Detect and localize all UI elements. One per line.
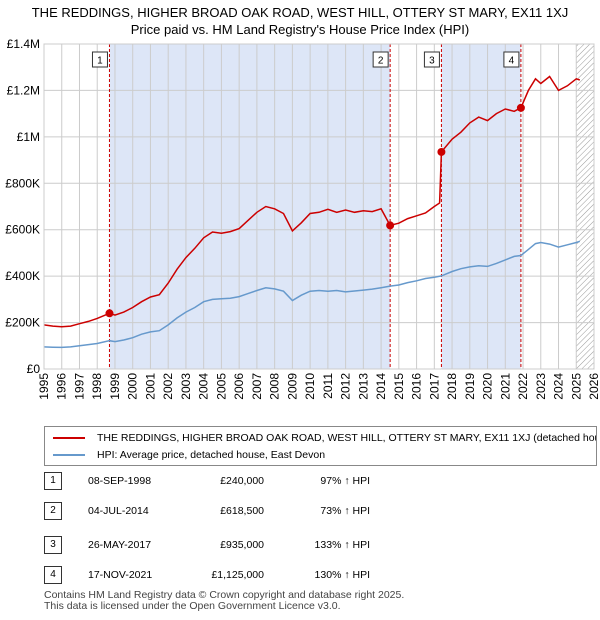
sale-point <box>516 103 525 112</box>
x-tick-label: 2023 <box>534 373 548 400</box>
table-row: 3 26-MAY-2017 £935,000 133% ↑ HPI <box>44 536 544 554</box>
x-tick-label: 2025 <box>569 373 583 400</box>
x-tick-label: 2003 <box>179 373 193 400</box>
forecast-hatch <box>576 44 594 369</box>
legend-hpi: HPI: Average price, detached house, East… <box>53 447 325 463</box>
x-tick-label: 2013 <box>356 373 370 400</box>
x-tick-label: 2006 <box>232 373 246 400</box>
x-tick-label: 2008 <box>268 373 282 400</box>
table-row: 2 04-JUL-2014 £618,500 73% ↑ HPI <box>44 502 544 520</box>
y-tick-label: £600K <box>5 223 40 237</box>
sale-date: 17-NOV-2021 <box>88 569 153 581</box>
sale-date: 26-MAY-2017 <box>88 539 152 551</box>
sale-price: £935,000 <box>220 539 264 551</box>
legend-property-swatch <box>53 437 85 440</box>
shaded-band <box>109 44 391 369</box>
sale-date: 04-JUL-2014 <box>88 505 149 517</box>
marker-label-box <box>423 51 440 68</box>
footer-copyright: Contains HM Land Registry data © Crown c… <box>44 589 405 601</box>
chart-subtitle: Price paid vs. HM Land Registry's House … <box>130 22 470 37</box>
sale-date: 08-SEP-1998 <box>88 475 152 487</box>
table-row: 4 17-NOV-2021 £1,125,000 130% ↑ HPI <box>44 566 544 584</box>
sale-price: £618,500 <box>220 505 264 517</box>
sale-point <box>437 147 446 156</box>
x-tick-label: 2020 <box>481 373 495 400</box>
y-tick-label: £1.4M <box>7 37 40 51</box>
x-tick-label: 2019 <box>463 373 477 400</box>
footer-licence: This data is licensed under the Open Gov… <box>44 600 341 612</box>
x-tick-label: 1997 <box>72 373 86 400</box>
series-line <box>43 75 581 328</box>
sale-price: £240,000 <box>220 475 264 487</box>
x-tick-label: 2012 <box>339 373 353 400</box>
marker-label-box <box>503 51 520 68</box>
x-tick-label: 2011 <box>321 373 335 399</box>
legend-property: THE REDDINGS, HIGHER BROAD OAK ROAD, WES… <box>53 430 597 446</box>
x-tick-label: 2002 <box>161 373 175 400</box>
y-tick-label: £1M <box>17 130 40 144</box>
x-tick-label: 2014 <box>374 373 388 400</box>
x-tick-label: 2026 <box>587 373 600 400</box>
series-line <box>43 240 581 349</box>
legend-hpi-label: HPI: Average price, detached house, East… <box>97 449 326 461</box>
legend: THE REDDINGS, HIGHER BROAD OAK ROAD, WES… <box>44 426 597 466</box>
shaded-band <box>441 44 521 369</box>
y-tick-label: £200K <box>5 316 40 330</box>
x-tick-label: 1995 <box>37 373 51 400</box>
sale-hpi-change: 73% ↑ HPI <box>320 505 370 517</box>
legend-hpi-swatch <box>53 454 85 457</box>
x-tick-label: 2007 <box>250 373 264 400</box>
price-chart: £0 £200K £400K £600K £800K £1M £1.2M £1.4M 1995 1… <box>5 37 600 400</box>
sale-hpi-change: 133% ↑ HPI <box>314 539 370 551</box>
marker-label-box <box>372 51 389 68</box>
legend-property-label: THE REDDINGS, HIGHER BROAD OAK ROAD, WES… <box>97 432 597 444</box>
x-tick-label: 2005 <box>214 373 228 400</box>
x-tick-label: 2004 <box>197 373 211 400</box>
x-tick-label: 2021 <box>498 373 512 400</box>
sale-point <box>105 309 114 318</box>
sale-hpi-change: 130% ↑ HPI <box>314 569 370 581</box>
chart-title: THE REDDINGS, HIGHER BROAD OAK ROAD, WES… <box>31 5 569 20</box>
marker-label-box <box>91 51 108 68</box>
plot-frame <box>43 43 595 370</box>
x-tick-label: 2001 <box>143 373 157 400</box>
marker-label: 4 <box>509 56 515 67</box>
x-tick-label: 2018 <box>445 373 459 400</box>
sale-number-badge: 3 <box>44 536 62 554</box>
y-tick-label: £800K <box>5 176 40 190</box>
sale-number-badge: 4 <box>44 566 62 584</box>
x-tick-label: 2024 <box>552 373 566 400</box>
sale-hpi-change: 97% ↑ HPI <box>320 475 370 487</box>
marker-label: 1 <box>97 56 103 67</box>
x-tick-label: 1998 <box>90 373 104 400</box>
sale-point <box>386 221 395 230</box>
x-tick-label: 2009 <box>285 373 299 400</box>
y-tick-label: £400K <box>5 269 40 283</box>
sale-number-badge: 2 <box>44 502 62 520</box>
x-tick-label: 2010 <box>303 373 317 400</box>
marker-label: 2 <box>378 56 384 67</box>
x-tick-label: 2016 <box>410 373 424 400</box>
table-row: 1 08-SEP-1998 £240,000 97% ↑ HPI <box>44 472 544 490</box>
x-tick-label: 1996 <box>55 373 69 400</box>
x-tick-label: 2022 <box>516 373 530 400</box>
footer: Contains HM Land Registry data © Crown c… <box>44 590 404 612</box>
y-tick-label: £0 <box>27 362 41 376</box>
marker-label: 3 <box>429 56 435 67</box>
sale-price: £1,125,000 <box>211 569 264 581</box>
y-tick-label: £1.2M <box>7 83 40 97</box>
x-tick-label: 1999 <box>108 373 122 400</box>
x-tick-label: 2017 <box>427 373 441 400</box>
x-tick-label: 2015 <box>392 373 406 400</box>
x-tick-label: 2000 <box>126 373 140 400</box>
sale-number-badge: 1 <box>44 472 62 490</box>
